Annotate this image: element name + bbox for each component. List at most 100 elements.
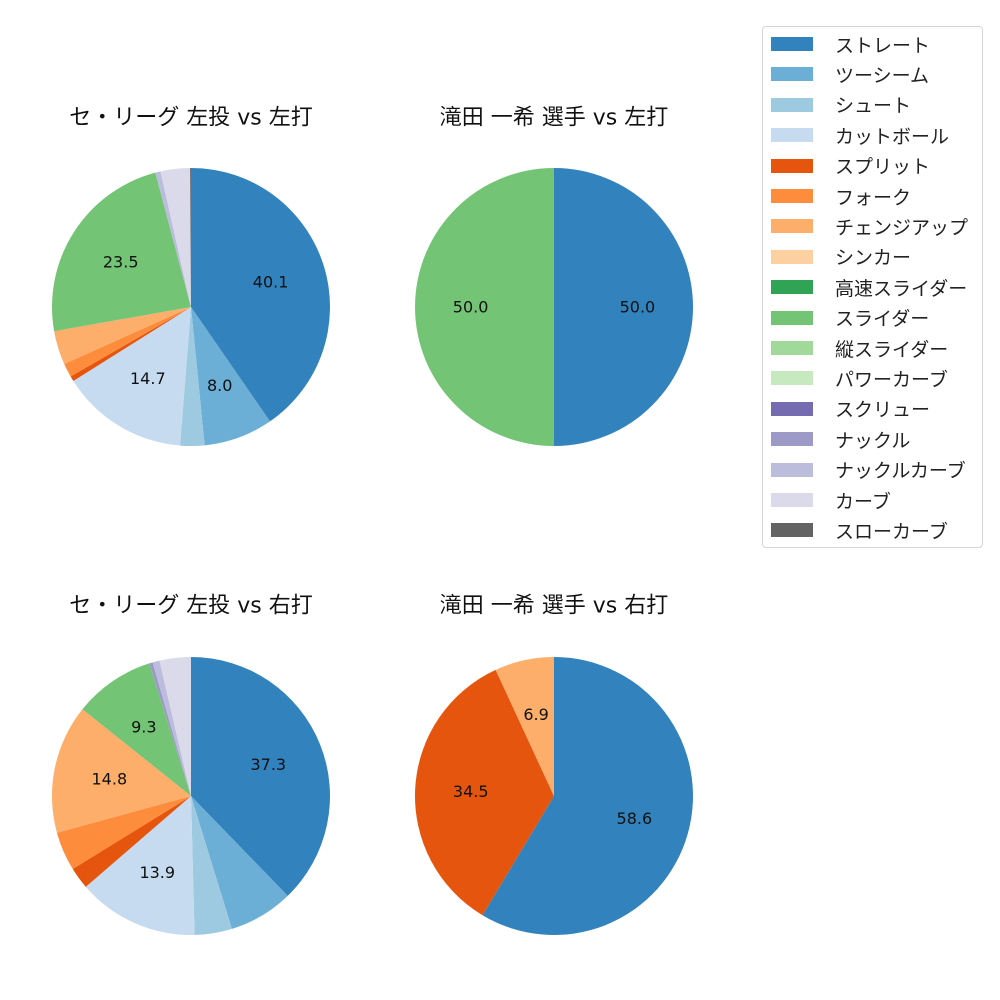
legend-label: 縦スライダー (835, 338, 949, 361)
pie-slice (155, 171, 191, 307)
pie-chart-1: セ・リーグ 左投 vs 左打 40.1 8.0 14.7 23.5 (52, 106, 331, 447)
legend-label: ナックル (835, 429, 911, 452)
pie-chart-2: 滝田 一希 選手 vs 左打 50.0 50.0 (415, 106, 693, 446)
legend-label: スローカーブ (835, 520, 948, 543)
legend-swatch (771, 37, 813, 51)
slice-value-label: 13.9 (139, 863, 175, 882)
slice-value-label: 23.5 (103, 253, 139, 272)
legend-swatch (771, 128, 813, 143)
legend-swatch (771, 219, 813, 234)
pie-slice (191, 796, 288, 929)
legend-swatch (771, 341, 813, 355)
pie-slice (190, 167, 191, 307)
legend-swatch (771, 310, 813, 325)
legend-item: スクリュー (771, 394, 930, 424)
legend-label: カットボール (835, 125, 950, 148)
pie-slice (82, 663, 191, 796)
legend-item: シンカー (771, 242, 911, 272)
legend-label: チェンジアップ (835, 216, 969, 239)
slice-value-label: 14.8 (92, 770, 128, 789)
legend-label: スライダー (835, 308, 930, 331)
chart-title: セ・リーグ 左投 vs 右打 (69, 594, 312, 619)
pie-slice (160, 168, 191, 307)
pie-slice (64, 307, 191, 377)
legend-item: スローカーブ (771, 515, 948, 545)
slice-value-label: 9.3 (131, 718, 156, 737)
legend-swatch (771, 432, 813, 447)
pie-chart-4: 滝田 一希 選手 vs 右打 58.6 34.5 6.9 (414, 594, 693, 936)
pie-slice (414, 669, 554, 916)
legend-swatch (771, 97, 813, 112)
legend: ストレートツーシームシュートカットボール スプリットフォークチェンジアップ シンカー… (762, 26, 983, 548)
slice-value-label: 50.0 (453, 298, 489, 317)
pie-slice (149, 662, 191, 796)
legend-item: スライダー (771, 303, 929, 333)
pie-slice (51, 709, 191, 833)
legend-label: カーブ (835, 490, 891, 513)
pie-slice (180, 307, 205, 447)
pie-slice (191, 796, 232, 935)
chart-title: 滝田 一希 選手 vs 右打 (440, 594, 668, 619)
pie-slice (554, 168, 693, 446)
slice-value-label: 37.3 (250, 755, 286, 774)
pie-slice (73, 307, 191, 446)
legend-label: スプリット (835, 156, 931, 179)
legend-item: パワーカーブ (771, 363, 948, 393)
legend-label: 高速スライダー (835, 277, 968, 300)
pie-slice (54, 307, 191, 364)
legend-item: カーブ (771, 485, 891, 515)
legend-swatch (771, 462, 813, 477)
legend-swatch (771, 401, 813, 416)
legend-swatch (771, 523, 813, 538)
legend-item: スプリット (771, 151, 930, 181)
legend-label: シンカー (835, 247, 912, 270)
pie-charts-canvas: セ・リーグ 左投 vs 左打 40.1 8.0 14.7 23.5 滝田 一希 選手 vs… (51, 106, 693, 936)
legend-item: ツーシーム (771, 59, 929, 89)
pie-slice (152, 660, 191, 796)
legend-item: ストレート (771, 29, 930, 59)
legend-swatch (771, 249, 813, 264)
slice-value-label: 34.5 (453, 782, 489, 801)
pie-slice (56, 796, 192, 870)
legend-swatch (771, 158, 813, 173)
legend-label: シュート (835, 95, 912, 118)
pie-slice (495, 657, 554, 796)
legend-label: フォーク (835, 186, 912, 209)
pie-slice (52, 172, 192, 332)
chart-title: セ・リーグ 左投 vs 左打 (69, 106, 312, 131)
legend-item: 縦スライダー (771, 333, 948, 363)
legend-swatch (771, 493, 813, 507)
pie-chart-3: セ・リーグ 左投 vs 右打 37.3 13.9 14.8 9.3 (51, 594, 330, 936)
legend-item: ナックルカーブ (771, 455, 966, 485)
chart-title: 滝田 一希 選手 vs 左打 (440, 106, 668, 131)
slice-value-label: 50.0 (620, 298, 656, 317)
legend-label: パワーカーブ (835, 368, 948, 391)
pie-slice (159, 657, 191, 796)
legend-swatch (771, 280, 813, 295)
legend-item: フォーク (771, 181, 911, 211)
legend-label: ツーシーム (835, 64, 930, 87)
legend-item: チェンジアップ (771, 211, 968, 241)
pie-slice (191, 657, 330, 896)
legend-item: カットボール (771, 120, 949, 150)
legend-item: シュート (771, 90, 911, 120)
slice-value-label: 6.9 (523, 705, 548, 724)
slice-value-label: 58.6 (617, 809, 653, 828)
legend-label: ナックルカーブ (835, 460, 966, 483)
pie-slice (415, 168, 554, 446)
legend-item: ナックル (771, 424, 910, 454)
pie-slice (191, 307, 270, 446)
pie-slice (70, 307, 191, 382)
legend-label: ストレート (835, 34, 931, 57)
pie-slice (191, 168, 331, 422)
slice-value-label: 8.0 (207, 376, 232, 395)
pie-slice (482, 657, 693, 936)
slice-value-label: 40.1 (253, 273, 289, 292)
legend-swatch (771, 189, 813, 203)
legend-swatch (771, 67, 813, 82)
legend-item: 高速スライダー (771, 272, 967, 302)
legend-swatch (771, 371, 813, 386)
slice-value-label: 14.7 (130, 369, 166, 388)
legend-label: スクリュー (835, 399, 931, 422)
